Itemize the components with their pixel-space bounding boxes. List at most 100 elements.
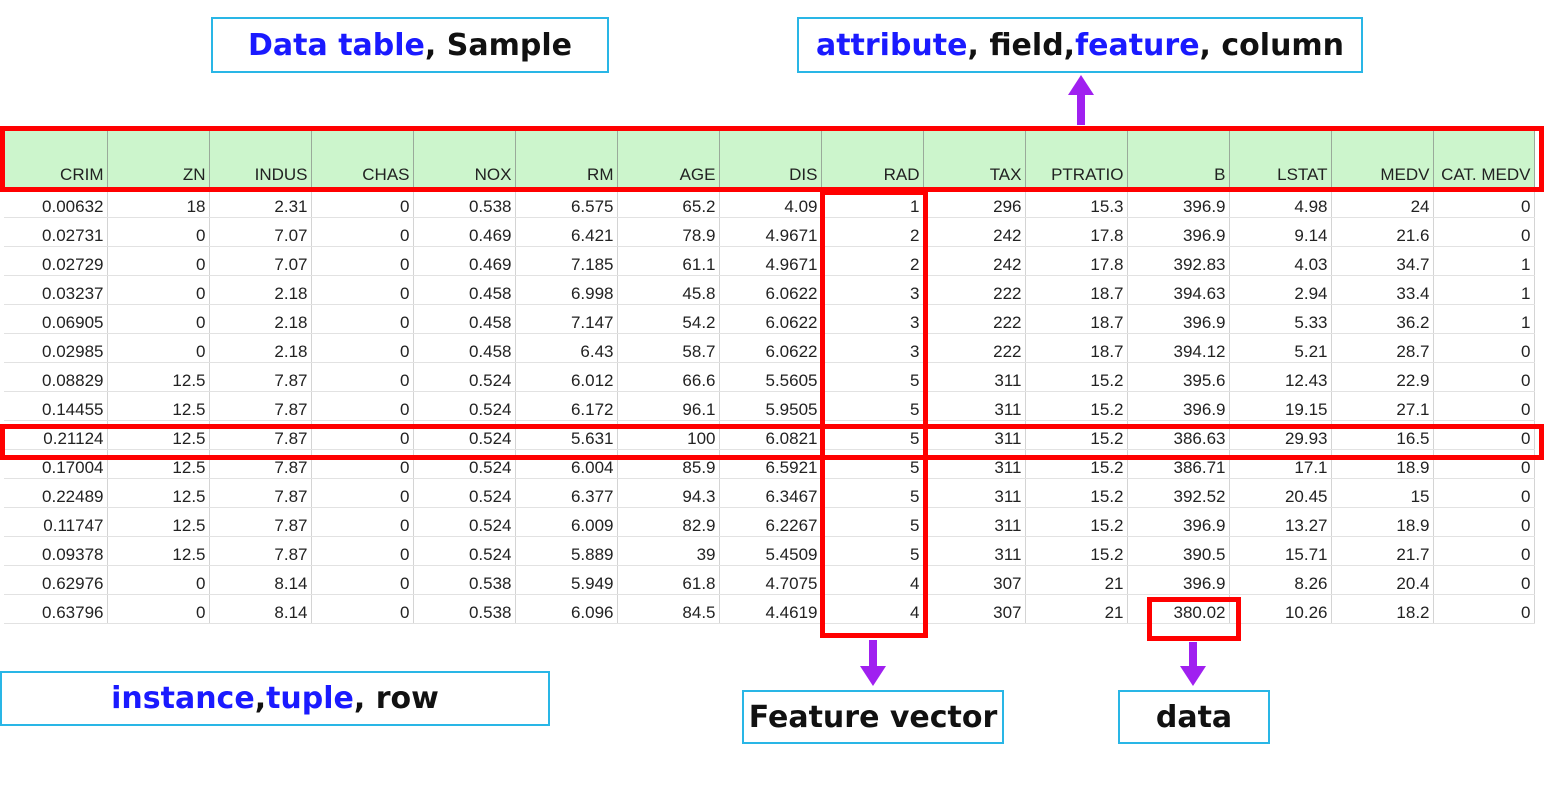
table-cell: 6.012: [515, 362, 618, 392]
column-header: RAD: [821, 128, 924, 189]
table-cell: 1: [1433, 246, 1535, 276]
table-cell: 386.71: [1127, 449, 1230, 479]
table-cell: 0: [311, 217, 414, 247]
table-cell: 24: [1331, 188, 1434, 218]
table-cell: 311: [923, 420, 1026, 450]
table-cell: 18.7: [1025, 333, 1128, 363]
table-cell: 18.9: [1331, 449, 1434, 479]
table-cell: 6.3467: [719, 478, 822, 508]
table-cell: 0: [311, 362, 414, 392]
table-cell: 7.87: [209, 478, 312, 508]
table-cell: 0.00632: [4, 188, 108, 218]
table-cell: 12.5: [107, 362, 210, 392]
table-cell: 5.4509: [719, 536, 822, 566]
column-header: DIS: [719, 128, 822, 189]
table-cell: 7.07: [209, 217, 312, 247]
table-cell: 33.4: [1331, 275, 1434, 305]
table-cell: 6.998: [515, 275, 618, 305]
table-cell: 0: [311, 565, 414, 595]
table-cell: 12.43: [1229, 362, 1332, 392]
column-header: NOX: [413, 128, 516, 189]
table-cell: 15.2: [1025, 362, 1128, 392]
table-cell: 2.18: [209, 275, 312, 305]
table-cell: 0.469: [413, 246, 516, 276]
table-cell: 392.52: [1127, 478, 1230, 508]
table-cell: 0.06905: [4, 304, 108, 334]
table-cell: 0: [311, 420, 414, 450]
table-cell: 0: [1433, 449, 1535, 479]
tuple-term: tuple: [266, 681, 354, 716]
table-cell: 45.8: [617, 275, 720, 305]
table-cell: 307: [923, 565, 1026, 595]
data-label: data: [1118, 690, 1270, 744]
table-cell: 396.9: [1127, 507, 1230, 537]
table-cell: 0.02985: [4, 333, 108, 363]
table-cell: 0: [311, 246, 414, 276]
table-cell: 0.14455: [4, 391, 108, 421]
table-cell: 0: [107, 275, 210, 305]
table-cell: 0: [1433, 478, 1535, 508]
table-cell: 15.2: [1025, 391, 1128, 421]
table-cell: 222: [923, 304, 1026, 334]
feature-vector-text: Feature vector: [748, 699, 998, 735]
table-cell: 5: [821, 449, 924, 479]
table-cell: 0.524: [413, 391, 516, 421]
table-cell: 3: [821, 275, 924, 305]
table-cell: 1: [821, 188, 924, 218]
table-cell: 5.631: [515, 420, 618, 450]
table-cell: 36.2: [1331, 304, 1434, 334]
table-cell: 78.9: [617, 217, 720, 247]
table-cell: 10.26: [1229, 594, 1332, 624]
table-row: 0.22489 12.5 7.87 0 0.524 6.377 94.3 6.3467 5 311…: [4, 478, 1535, 508]
table-cell: 0.03237: [4, 275, 108, 305]
table-cell: 6.172: [515, 391, 618, 421]
header-row: CRIM ZN INDUS CHAS NOX RM AGE DIS RAD TAX PTRATIO B…: [4, 128, 1535, 189]
data-table-label: Data table, Sample: [211, 17, 609, 73]
table-cell: 311: [923, 362, 1026, 392]
table-cell: 1: [1433, 304, 1535, 334]
table-cell: 2: [821, 217, 924, 247]
table-row: 0.06905 0 2.18 0 0.458 7.147 54.2 6.0622 3 222 18.…: [4, 304, 1535, 334]
table-cell: 19.15: [1229, 391, 1332, 421]
table-row: 0.21124 12.5 7.87 0 0.524 5.631 100 6.0821 5 311 1…: [4, 420, 1535, 450]
table-cell: 6.377: [515, 478, 618, 508]
table-cell: 0.21124: [4, 420, 108, 450]
table-cell: 0.524: [413, 362, 516, 392]
table-cell: 0.458: [413, 275, 516, 305]
table-cell: 6.0622: [719, 275, 822, 305]
table-cell: 28.7: [1331, 333, 1434, 363]
table-cell: 0.63796: [4, 594, 108, 624]
table-cell: 5: [821, 478, 924, 508]
data-text: data: [1155, 699, 1233, 735]
table-cell: 2.18: [209, 304, 312, 334]
feature-vector-label: Feature vector: [742, 690, 1004, 744]
table-cell: 21.6: [1331, 217, 1434, 247]
table-cell: 6.009: [515, 507, 618, 537]
table-cell: 7.87: [209, 507, 312, 537]
table-cell: 0: [1433, 507, 1535, 537]
table-cell: 8.14: [209, 594, 312, 624]
table-cell: 21.7: [1331, 536, 1434, 566]
table-cell: 58.7: [617, 333, 720, 363]
table-cell: 396.9: [1127, 304, 1230, 334]
table-cell: 392.83: [1127, 246, 1230, 276]
table-cell: 0.524: [413, 478, 516, 508]
table-cell: 20.45: [1229, 478, 1332, 508]
table-cell: 21: [1025, 594, 1128, 624]
table-cell: 13.27: [1229, 507, 1332, 537]
column-term: , column: [1199, 27, 1345, 63]
table-cell: 17.8: [1025, 246, 1128, 276]
table-cell: 4.98: [1229, 188, 1332, 218]
table-cell: 16.5: [1331, 420, 1434, 450]
table-cell: 396.9: [1127, 188, 1230, 218]
table-cell: 61.1: [617, 246, 720, 276]
table-cell: 4.09: [719, 188, 822, 218]
table-cell: 390.5: [1127, 536, 1230, 566]
table-cell: 5: [821, 362, 924, 392]
column-header: CHAS: [311, 128, 414, 189]
table-cell: 0.524: [413, 536, 516, 566]
table-cell: 0: [1433, 391, 1535, 421]
table-cell: 0: [311, 478, 414, 508]
table-cell: 0.08829: [4, 362, 108, 392]
column-header: LSTAT: [1229, 128, 1332, 189]
